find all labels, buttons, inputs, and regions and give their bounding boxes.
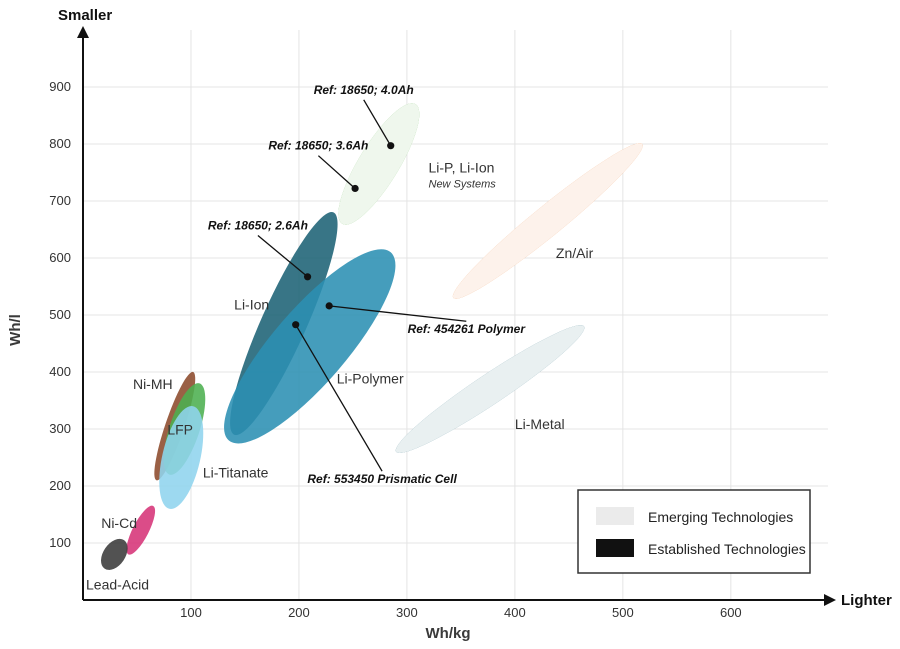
region-labels: Li-Ion Li-Polymer Li-P, Li-Ion New Systems Z… [86,160,594,593]
reference-points: Ref: 18650; 4.0Ah Ref: 18650; 3.6Ah Ref: 1… [208,83,526,486]
x-tick-label: 600 [720,605,742,620]
x-tick-label: 100 [180,605,202,620]
region-li-p-li-ion-new-systems-label: Li-P, Li-Ion [429,160,495,176]
region-ni-cd [126,505,156,555]
x-axis-arrow-icon [824,594,836,606]
tick-labels: 100 200 300 400 500 600 100 200 300 400 500 600 700 8… [49,79,741,620]
ref-point [351,184,359,193]
region-li-metal-hatch [395,325,585,454]
y-tick-label: 800 [49,136,71,151]
y-direction-label: Smaller [58,7,112,24]
grid [83,30,828,600]
technology-regions [101,103,643,570]
ref-leader-line [295,324,383,472]
x-tick-label: 500 [612,605,634,620]
region-lead-acid-label: Lead-Acid [86,577,149,593]
ref-point [303,273,312,281]
ref-leader-line [257,235,308,278]
legend-label-emerging: Emerging Technologies [648,509,793,525]
region-li-polymer [224,249,396,444]
region-li-titanate [159,406,204,509]
region-ni-mh-label: Ni-MH [133,376,173,392]
region-li-titanate-label: Li-Titanate [203,464,269,480]
ref-point [387,142,395,150]
y-tick-label: 400 [49,364,71,379]
y-tick-label: 300 [49,421,71,436]
ref-point-label: Ref: 18650; 3.6Ah [268,139,368,153]
y-tick-label: 600 [49,250,71,265]
legend-swatch-established [596,539,634,557]
ref-leader-line [317,155,356,189]
ref-point-label: Ref: 18650; 2.6Ah [208,219,308,233]
legend-label-established: Established Technologies [648,541,806,557]
legend: Emerging Technologies Established Techno… [577,489,811,574]
x-axis-title: Wh/kg [426,625,471,642]
region-lead-acid [101,538,128,570]
region-li-metal-label: Li-Metal [515,416,565,432]
ref-point [292,321,300,329]
y-tick-label: 900 [49,79,71,94]
y-tick-label: 100 [49,535,71,550]
x-direction-label: Lighter [841,592,892,609]
region-zn-air-hatch [452,143,643,299]
ref-leader-line [363,99,392,147]
legend-swatch-emerging-hatch [596,507,634,525]
x-tick-label: 200 [288,605,310,620]
ref-point-label: Ref: 18650; 4.0Ah [314,83,414,97]
ref-point-label: Ref: 553450 Prismatic Cell [307,472,457,486]
y-tick-label: 700 [49,193,71,208]
x-tick-label: 300 [396,605,418,620]
region-li-p-li-ion-new-systems-hatch [338,103,420,225]
region-zn-air-label: Zn/Air [556,245,594,261]
region-li-ion-label: Li-Ion [234,296,269,312]
legend-box [577,489,811,574]
y-tick-label: 200 [49,478,71,493]
region-li-polymer-label: Li-Polymer [337,370,404,386]
x-tick-label: 400 [504,605,526,620]
y-axis-arrow-icon [77,26,89,38]
ref-leader-line [329,305,467,322]
axes [77,26,836,606]
region-li-p-li-ion-new-systems-sublabel: New Systems [429,179,497,191]
region-lfp-label: LFP [167,422,193,438]
ref-point-label: Ref: 454261 Polymer [408,322,527,336]
ref-point [325,302,333,310]
y-tick-label: 500 [49,307,71,322]
y-axis-title: Wh/l [7,314,24,346]
region-ni-cd-label: Ni-Cd [101,515,137,531]
